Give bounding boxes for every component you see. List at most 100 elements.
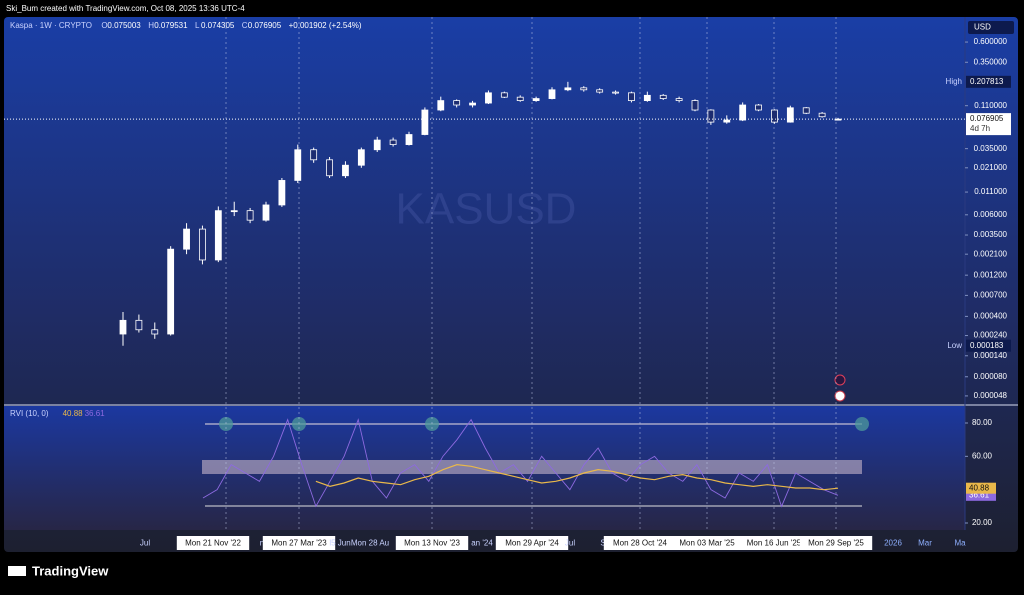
last-value: 40.88	[969, 483, 990, 492]
candle-body	[755, 104, 762, 111]
event-icon[interactable]	[834, 374, 846, 386]
candle-body	[771, 109, 778, 123]
ohlc-value: 0.076905	[248, 21, 282, 30]
x-tick-label: S	[600, 539, 605, 548]
y-tick-label: 0.011000	[974, 187, 1007, 196]
candle-body	[119, 319, 127, 335]
price-label: 0.076905	[970, 114, 1004, 123]
candle-body	[500, 92, 508, 98]
watermark: KASUSD	[396, 185, 577, 234]
y-tick-label: 20.00	[972, 518, 993, 527]
candle-body	[516, 96, 524, 101]
candle-body	[230, 210, 238, 213]
candle-body	[818, 112, 826, 118]
x-tick-label: l5 Jun	[329, 539, 350, 548]
x-tick-label: Mon 29 Sep '25	[808, 539, 864, 548]
candle-body	[628, 92, 635, 101]
ohlc-value: 0.074305	[201, 21, 235, 30]
x-tick-label: Mon 21 Nov '22	[185, 539, 241, 548]
x-tick-label: Ma	[954, 539, 966, 548]
credit: Ski_Bum created with TradingView.com, Oc…	[6, 4, 245, 13]
x-tick-label: Mon 03 Mar '25	[679, 539, 735, 548]
candle-body	[421, 109, 429, 135]
x-tick-label: 2026	[884, 539, 902, 548]
currency: USD	[974, 23, 991, 32]
candle-body	[786, 107, 794, 123]
indicator-title: RVI (10, 0)	[10, 409, 49, 418]
date-box	[603, 536, 677, 550]
change: +0.001902 (+2.54%)	[289, 21, 362, 30]
candle-body	[262, 204, 270, 221]
candle-body	[373, 139, 381, 151]
footer	[0, 552, 1024, 590]
candle-body	[214, 210, 222, 261]
candle-body	[691, 100, 699, 111]
legend: Kaspa · 1W · CRYPTO	[10, 21, 92, 30]
indicator-line	[202, 418, 839, 508]
candle-body	[643, 94, 651, 101]
candle-body	[580, 87, 588, 91]
y-tick-label: 80.00	[972, 418, 993, 427]
currency-button[interactable]	[968, 21, 1014, 34]
candle-body	[675, 98, 683, 101]
candle-body	[802, 107, 810, 114]
date-box	[670, 536, 744, 550]
x-tick-label: Mon 13 Nov '23	[404, 539, 460, 548]
date-box	[799, 536, 873, 550]
candle-body	[739, 104, 747, 121]
y-tick-label: 0.001200	[974, 270, 1008, 279]
indicator-value: 36.61	[85, 409, 106, 418]
y-tick-label: 0.000048	[974, 391, 1008, 400]
low-value: 0.000183	[970, 341, 1004, 350]
y-tick-label: 0.000400	[974, 311, 1008, 320]
date-box	[737, 536, 811, 550]
candle-body	[294, 149, 302, 181]
y-tick-label: 0.006000	[974, 210, 1008, 219]
y-tick-label: 0.600000	[974, 37, 1008, 46]
x-tick-label: Jul	[565, 539, 575, 548]
x-tick-label: an '24	[471, 539, 493, 548]
candle-body	[437, 100, 445, 111]
high-value: 0.207813	[970, 77, 1004, 86]
candle-body	[389, 139, 397, 145]
flag-icon[interactable]	[834, 390, 846, 402]
x-tick-label: Mon 28 Oct '24	[613, 539, 668, 548]
candle-body	[278, 180, 286, 206]
candle-body	[167, 248, 175, 335]
y-tick-label: 0.021000	[974, 163, 1008, 172]
last-value: 36.61	[969, 490, 990, 499]
ohlc-value: 0.075003	[107, 21, 141, 30]
candle-body	[246, 210, 254, 221]
candle-body	[532, 98, 540, 101]
date-box	[495, 536, 569, 550]
ohlc-key: H	[148, 21, 154, 30]
candle-body	[342, 164, 349, 177]
countdown: 4d 7h	[970, 124, 990, 133]
candle-body	[548, 89, 556, 99]
candle-body	[405, 134, 413, 145]
y-tick-label: 0.000080	[974, 372, 1008, 381]
candle-body	[612, 91, 619, 94]
candle-body	[310, 149, 318, 161]
x-tick-label: Mon 29 Apr '24	[505, 539, 559, 548]
candle-body	[183, 228, 190, 250]
candle-body	[326, 159, 333, 177]
candle-body	[357, 149, 365, 166]
date-box	[395, 536, 469, 550]
candle-body	[659, 94, 667, 99]
candle-body	[723, 119, 731, 123]
last-value-box	[966, 489, 996, 501]
y-tick-label: 60.00	[972, 451, 993, 460]
x-tick-label: Mar	[918, 539, 932, 548]
logo-mark	[8, 566, 26, 576]
date-box	[262, 536, 336, 550]
y-tick-label: 0.110000	[974, 101, 1007, 110]
x-tick-label: Mon 28 Au	[351, 539, 389, 548]
y-tick-label: 0.000700	[974, 291, 1008, 300]
price-box	[966, 113, 1011, 136]
ohlc-value: 0.079531	[154, 21, 188, 30]
x-tick-label: n	[260, 539, 264, 548]
y-tick-label: 0.035000	[974, 144, 1008, 153]
ohlc-key: C	[242, 21, 248, 30]
